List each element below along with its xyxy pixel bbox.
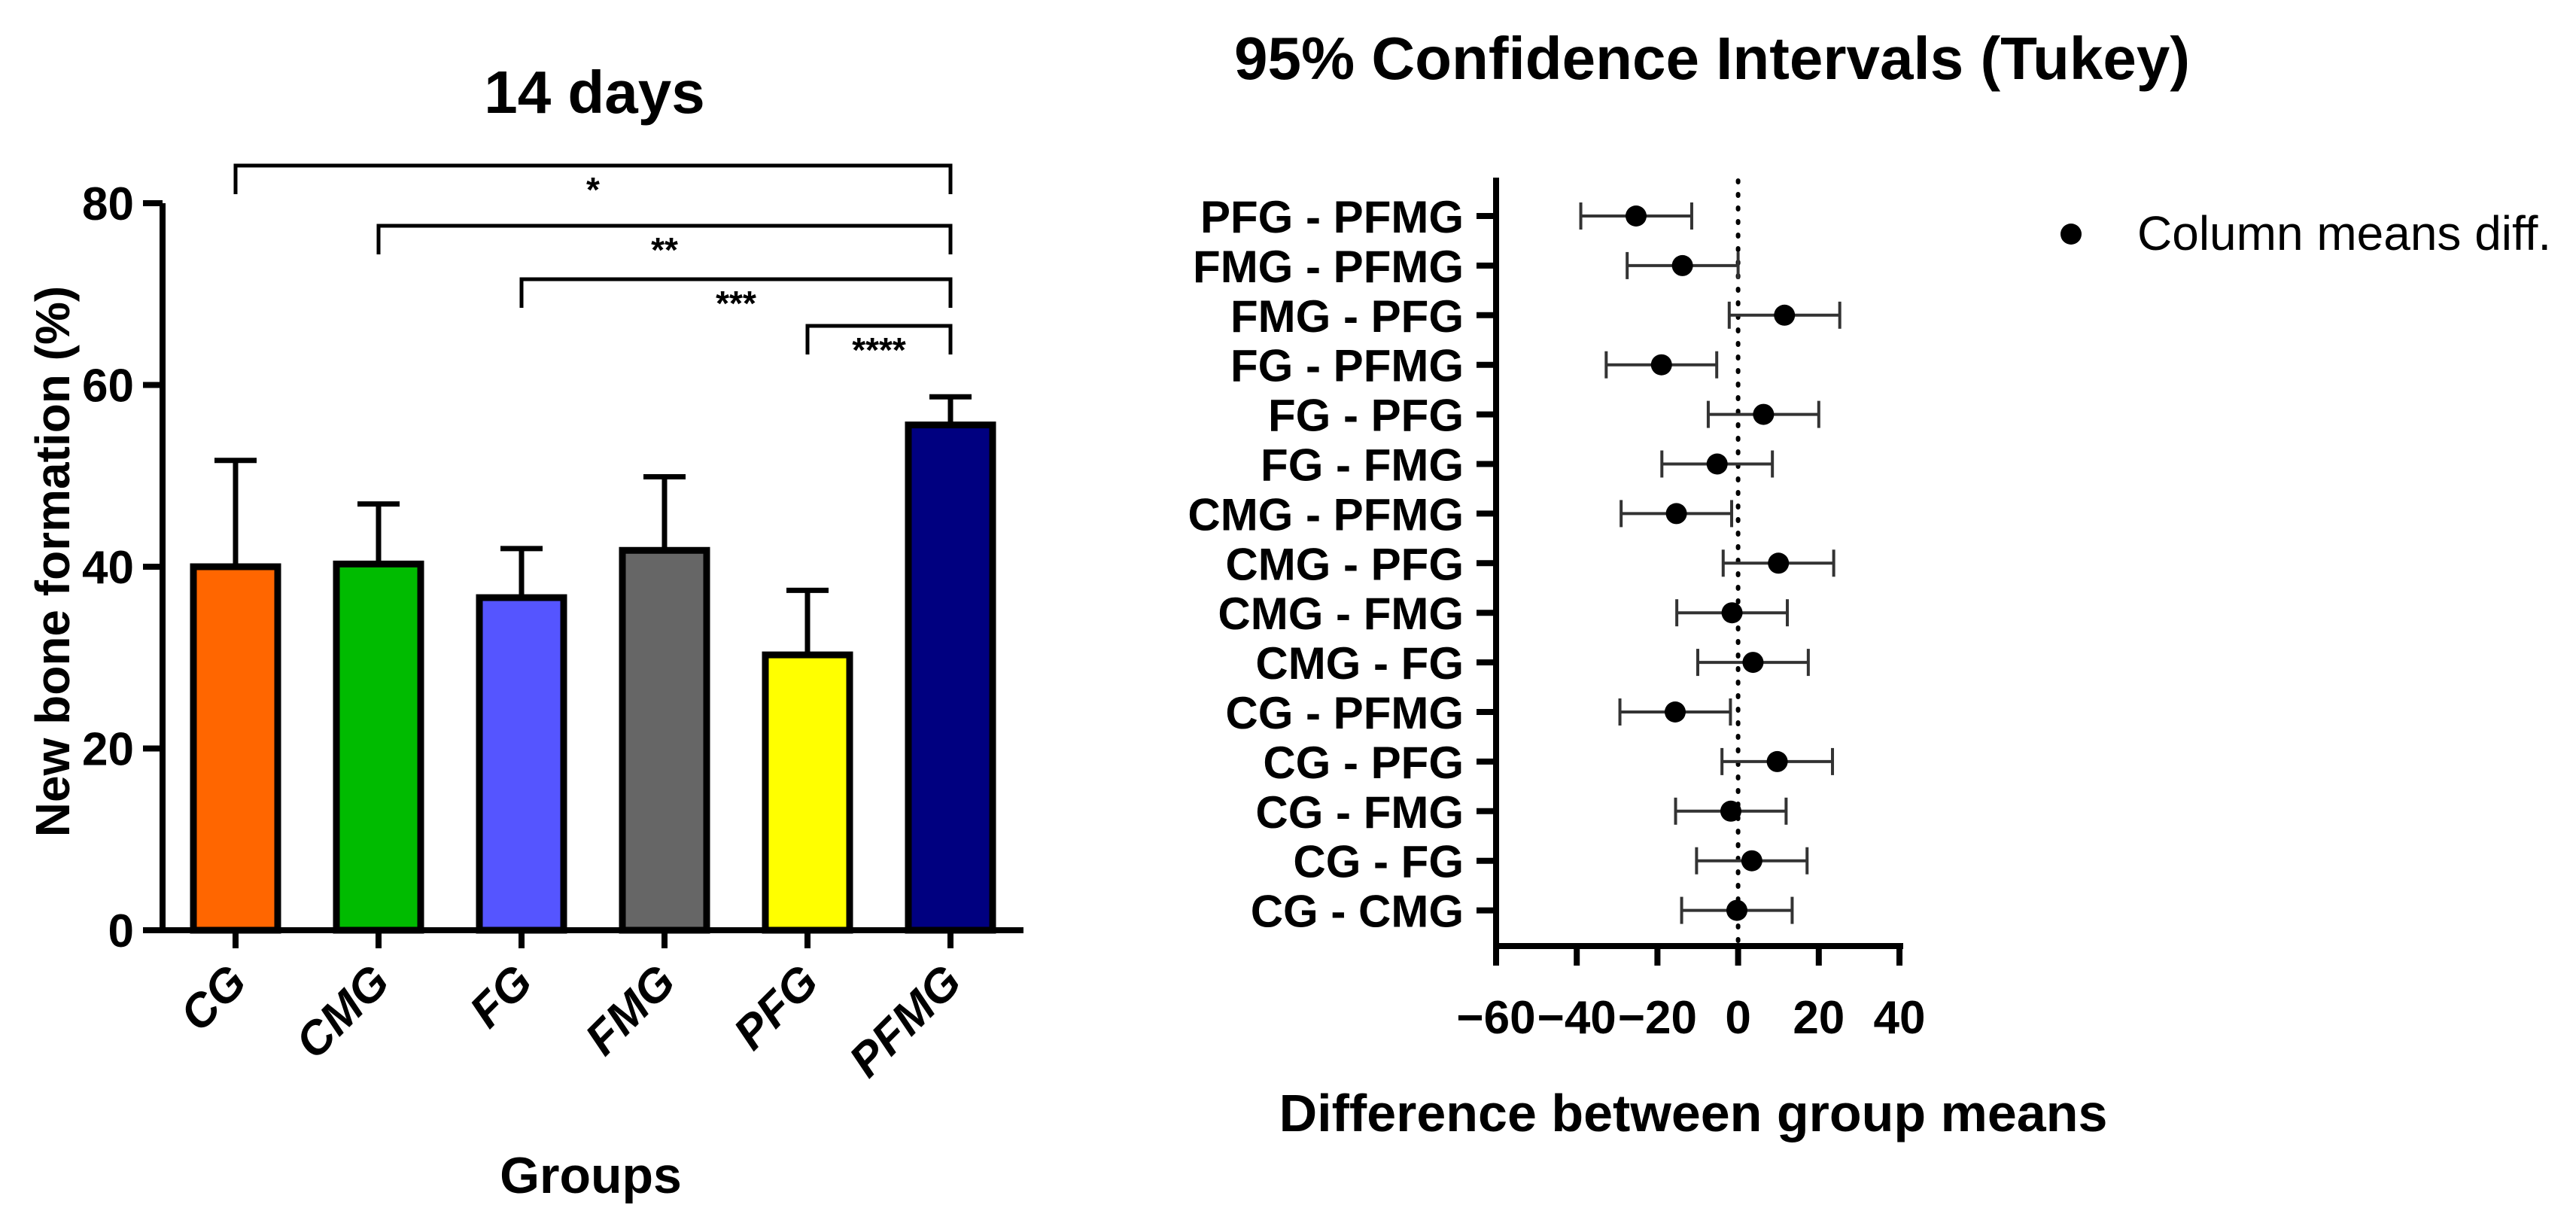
ci-mean-point — [1753, 403, 1775, 425]
bar-x-tick-label: FMG — [576, 955, 686, 1065]
bar-y-tick-label: 40 — [82, 542, 134, 594]
bar-cmg — [333, 560, 424, 934]
ci-comparison-label: CMG - FG — [1255, 638, 1464, 689]
ci-mean-point — [1650, 354, 1672, 376]
ci-comparison-label: CG - PFMG — [1225, 688, 1464, 738]
ci-comparison-label: CG - CMG — [1251, 887, 1464, 937]
ci-x-axis-label: Difference between group means — [1279, 1084, 2108, 1142]
bar-cg — [190, 563, 281, 934]
significance-label: *** — [716, 284, 756, 323]
bar-x-axis-label: Groups — [500, 1147, 682, 1204]
ci-comparison-label: CG - FG — [1293, 837, 1464, 887]
bar-pfmg — [905, 421, 996, 934]
ci-chart-title: 95% Confidence Intervals (Tukey) — [1234, 25, 2190, 92]
bar-x-tick-label: CG — [170, 955, 257, 1042]
ci-comparison-label: PFG - PFMG — [1200, 192, 1464, 242]
ci-mean-point — [1726, 899, 1747, 921]
ci-mean-point — [1721, 602, 1743, 624]
significance-label: ** — [651, 230, 678, 269]
ci-x-tick-label: −60 — [1456, 992, 1535, 1044]
significance-bracket — [519, 277, 953, 308]
ci-intervals — [1579, 202, 1842, 924]
ci-x-tick-label: −20 — [1618, 992, 1697, 1044]
ci-mean-point — [1741, 850, 1762, 872]
bar-x-tick-label: PFMG — [839, 955, 971, 1087]
ci-comparison-label: CMG - FMG — [1218, 589, 1464, 639]
ci-mean-point — [1768, 552, 1790, 574]
significance-label: **** — [852, 330, 906, 370]
significance-label: * — [586, 170, 600, 209]
ci-comparison-label: CMG - PFMG — [1188, 489, 1464, 540]
significance-brackets: ********** — [233, 163, 953, 370]
ci-x-ticks: −60 −40 −20 0 20 40 — [1456, 946, 1925, 1044]
bar-y-tick-label: 80 — [82, 178, 134, 230]
ci-comparison-label: CG - FMG — [1255, 787, 1464, 838]
ci-mean-point — [1625, 205, 1647, 227]
ci-mean-point — [1706, 453, 1728, 475]
bar-pfg — [762, 651, 853, 934]
bar-fg — [476, 594, 567, 934]
ci-comparison-label: FMG - PFMG — [1193, 242, 1464, 292]
ci-mean-point — [1671, 254, 1693, 276]
ci-mean-point — [1742, 652, 1764, 674]
ci-mean-point — [1720, 800, 1741, 822]
significance-bracket — [805, 324, 953, 354]
ci-chart: 95% Confidence Intervals (Tukey) PFG - P… — [1188, 25, 2551, 1142]
ci-comparison-label: FG - PFMG — [1230, 341, 1464, 391]
ci-mean-point — [1664, 701, 1686, 723]
bar-x-tick-label: FG — [460, 955, 543, 1038]
significance-bracket — [376, 224, 953, 254]
bar-fmg — [619, 546, 710, 934]
significance-bracket — [233, 163, 953, 194]
ci-mean-point — [1774, 304, 1796, 326]
bar-chart-title: 14 days — [484, 59, 705, 126]
ci-x-tick-label: 40 — [1874, 992, 1926, 1044]
bar-y-tick-label: 0 — [108, 905, 134, 957]
bar-x-tick-label: CMG — [286, 955, 400, 1069]
bar-y-ticks: 0 20 40 60 80 — [82, 178, 163, 957]
legend: Column means diff. — [2060, 206, 2551, 260]
ci-comparison-label: CG - PFG — [1263, 738, 1464, 788]
ci-x-tick-label: −40 — [1537, 992, 1616, 1044]
ci-comparison-label: FG - PFG — [1268, 391, 1464, 441]
ci-x-tick-label: 0 — [1725, 992, 1750, 1044]
ci-comparison-label: CMG - PFG — [1225, 539, 1464, 589]
ci-mean-point — [1766, 750, 1788, 772]
bar-y-tick-label: 20 — [82, 724, 134, 776]
bar-x-categories: CG CMG FG FMG PFG PFMG — [170, 930, 972, 1088]
ci-comparison-label: FG - FMG — [1261, 440, 1464, 491]
bar-y-tick-label: 60 — [82, 361, 134, 412]
legend-label: Column means diff. — [2137, 206, 2551, 260]
legend-marker — [2060, 224, 2082, 245]
ci-comparison-label: FMG - PFG — [1230, 291, 1464, 342]
ci-x-tick-label: 20 — [1793, 992, 1845, 1044]
bar-series — [190, 394, 996, 934]
bar-y-axis-label: New bone formation (%) — [26, 286, 80, 837]
bar-x-tick-label: PFG — [724, 955, 829, 1060]
ci-mean-point — [1665, 503, 1687, 525]
